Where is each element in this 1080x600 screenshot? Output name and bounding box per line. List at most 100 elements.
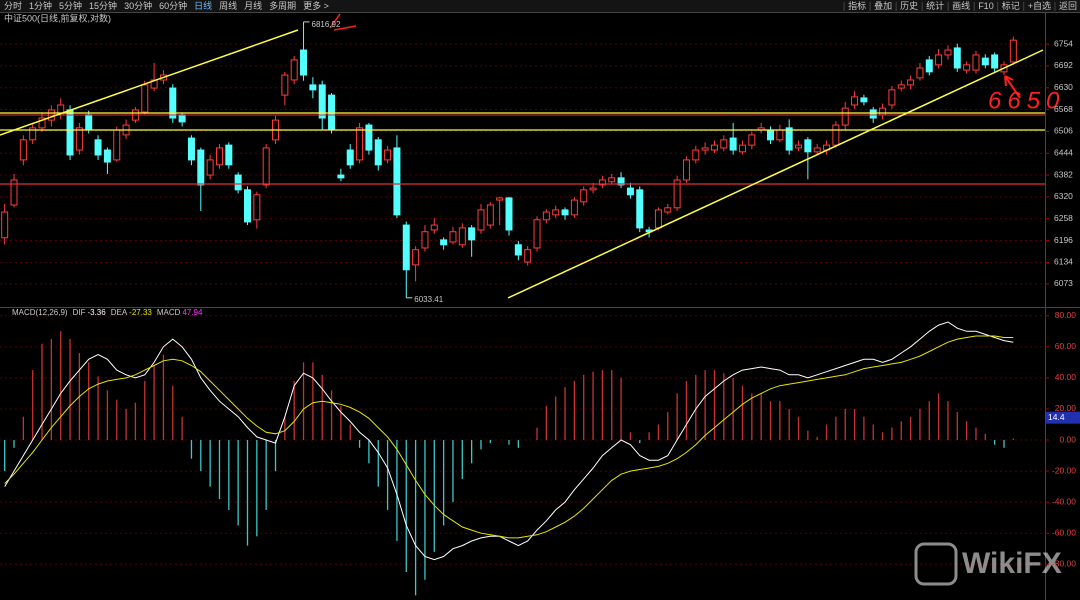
macd-line: [4, 335, 1014, 539]
y-tick-label: 20.00: [1055, 403, 1077, 413]
candle-body: [963, 64, 971, 71]
candle-body: [141, 84, 149, 113]
macd-header-text: DIF: [73, 308, 86, 317]
candle-body: [682, 159, 690, 181]
candle-body: [505, 197, 513, 231]
candle-body: [533, 219, 541, 249]
min-label: 6033.41: [414, 295, 443, 304]
watermark-logo: [914, 542, 958, 586]
tool-button[interactable]: 叠加: [874, 1, 892, 11]
candle-body: [300, 49, 308, 76]
tool-button[interactable]: 统计: [926, 0, 944, 11]
candle-body: [234, 174, 242, 191]
macd-header-text: MACD: [157, 308, 181, 317]
y-tick-label: 6073: [1054, 278, 1073, 288]
candle-body: [851, 96, 859, 106]
candle-body: [879, 107, 887, 116]
y-tick-label: 6320: [1054, 191, 1073, 201]
toolbar-bg: [0, 0, 1080, 12]
candle-body: [636, 189, 644, 229]
candle-body: [113, 129, 121, 161]
chart-title: 中证500(日线,前复权,对数): [4, 12, 111, 23]
period-tab[interactable]: 5分钟: [59, 0, 82, 11]
candle-body: [804, 139, 812, 153]
candle-body: [365, 124, 373, 151]
candle-body: [598, 179, 606, 186]
period-tab[interactable]: 日线: [194, 0, 212, 11]
candle-body: [935, 54, 943, 66]
candle-body: [486, 204, 494, 226]
candle-body: [953, 47, 961, 69]
candle-body: [187, 137, 195, 161]
y-tick-label: -40.00: [1052, 496, 1076, 506]
candle-body: [785, 127, 793, 151]
period-tab[interactable]: 60分钟: [159, 0, 187, 11]
candle-body: [206, 159, 214, 176]
hand-arrow: [1004, 75, 1021, 99]
period-tab[interactable]: 周线: [219, 0, 237, 11]
candle-body: [243, 189, 251, 223]
candle-body: [440, 239, 448, 246]
candle-body: [19, 139, 27, 161]
candle-body: [552, 209, 560, 216]
period-tab[interactable]: 更多 >: [303, 0, 329, 11]
macd-header-text: DEA: [111, 308, 128, 317]
period-tab[interactable]: 15分钟: [89, 0, 117, 11]
candle-body: [813, 147, 821, 153]
y-tick-label: 0.00: [1059, 434, 1076, 444]
candle-body: [169, 87, 177, 119]
y-tick-label: 6630: [1054, 82, 1073, 92]
candle-body: [795, 144, 803, 149]
candle-body: [916, 67, 924, 79]
candle-body: [869, 109, 877, 119]
period-tab[interactable]: 月线: [244, 0, 262, 11]
y-tick-label: 6196: [1054, 235, 1073, 245]
candle-body: [720, 139, 728, 149]
candle-body: [197, 149, 205, 186]
candle-body: [907, 79, 915, 86]
y-tick-label: 6444: [1054, 147, 1073, 157]
y-tick-label: 80.00: [1055, 310, 1077, 320]
candle-body: [85, 114, 93, 131]
y-tick-label: 6506: [1054, 126, 1073, 136]
candle-body: [281, 74, 289, 96]
period-tab[interactable]: 分时: [4, 0, 22, 11]
tool-button[interactable]: 返回: [1059, 0, 1077, 11]
plot: [1, 21, 1017, 596]
candle-body: [626, 187, 634, 196]
macd-header-text: -27.33: [129, 308, 152, 317]
candle-body: [542, 211, 550, 221]
tool-button[interactable]: +自选: [1028, 0, 1051, 11]
candle-body: [664, 207, 672, 213]
tool-button[interactable]: F10: [978, 1, 994, 11]
tool-button[interactable]: 标记: [1002, 0, 1020, 11]
value-tag: [1046, 411, 1080, 424]
candle-body: [617, 177, 625, 186]
candle-body: [608, 177, 616, 183]
candle-body: [337, 174, 345, 179]
candle-body: [402, 224, 410, 271]
candle-body: [421, 231, 429, 249]
candle-body: [309, 84, 317, 91]
y-tick-label: 6134: [1054, 257, 1073, 267]
candle-body: [94, 139, 102, 156]
y-tick-label: 60.00: [1055, 341, 1077, 351]
trend-line: [0, 29, 299, 136]
candle-body: [75, 127, 83, 151]
candle-body: [860, 97, 868, 103]
candle-body: [38, 117, 46, 129]
tool-button[interactable]: 画线: [952, 0, 970, 11]
candle-body: [1009, 39, 1017, 63]
candle-body: [748, 134, 756, 146]
candle-body: [449, 231, 457, 243]
candle-body: [981, 57, 989, 66]
candle-body: [888, 89, 896, 106]
period-tab[interactable]: 1分钟: [29, 0, 52, 11]
tool-button[interactable]: 指标: [848, 0, 866, 11]
period-tab[interactable]: 30分钟: [124, 0, 152, 11]
tool-button[interactable]: 历史: [900, 0, 918, 11]
candle-body: [412, 249, 420, 266]
period-tab[interactable]: 多周期: [269, 0, 296, 11]
candle-body: [1, 211, 9, 239]
